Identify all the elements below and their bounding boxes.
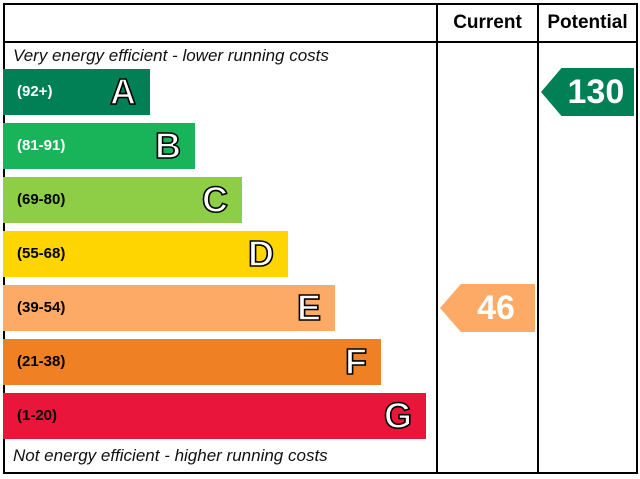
band-b: (81-91) B — [3, 123, 195, 169]
band-e: (39-54) E — [3, 285, 335, 331]
band-b-letter: B — [154, 124, 182, 167]
band-f-letter: F — [344, 340, 368, 383]
inefficient-note: Not energy efficient - higher running co… — [13, 446, 328, 465]
band-a: (92+) A — [3, 69, 150, 115]
band-d: (55-68) D — [3, 231, 288, 277]
band-d-range: (55-68) — [17, 245, 66, 262]
band-a-range: (92+) — [17, 83, 53, 100]
frame-divider-current — [436, 3, 438, 474]
potential-rating-arrow: 130 — [541, 68, 634, 116]
frame-bottom — [3, 472, 637, 474]
potential-rating-value: 130 — [567, 73, 625, 111]
band-a-letter: A — [109, 70, 137, 113]
band-e-letter: E — [296, 286, 322, 329]
band-b-range: (81-91) — [17, 137, 66, 154]
band-g-letter: G — [383, 394, 413, 437]
potential-column-header: Potential — [547, 12, 628, 33]
band-g-range: (1-20) — [17, 407, 58, 424]
band-f: (21-38) F — [3, 339, 381, 385]
efficient-note: Very energy efficient - lower running co… — [13, 46, 329, 65]
frame-right — [636, 3, 638, 474]
current-rating-arrow: 46 — [440, 284, 535, 332]
frame-divider-potential — [537, 3, 539, 474]
band-c-letter: C — [201, 178, 229, 221]
band-g: (1-20) G — [3, 393, 426, 439]
frame-header-divider — [3, 41, 637, 43]
band-c: (69-80) C — [3, 177, 242, 223]
frame-top — [3, 3, 637, 5]
band-c-range: (69-80) — [17, 191, 66, 208]
band-d-letter: D — [247, 232, 275, 275]
band-f-range: (21-38) — [17, 353, 66, 370]
band-e-range: (39-54) — [17, 299, 66, 316]
current-column-header: Current — [453, 12, 522, 33]
current-rating-value: 46 — [477, 289, 515, 327]
